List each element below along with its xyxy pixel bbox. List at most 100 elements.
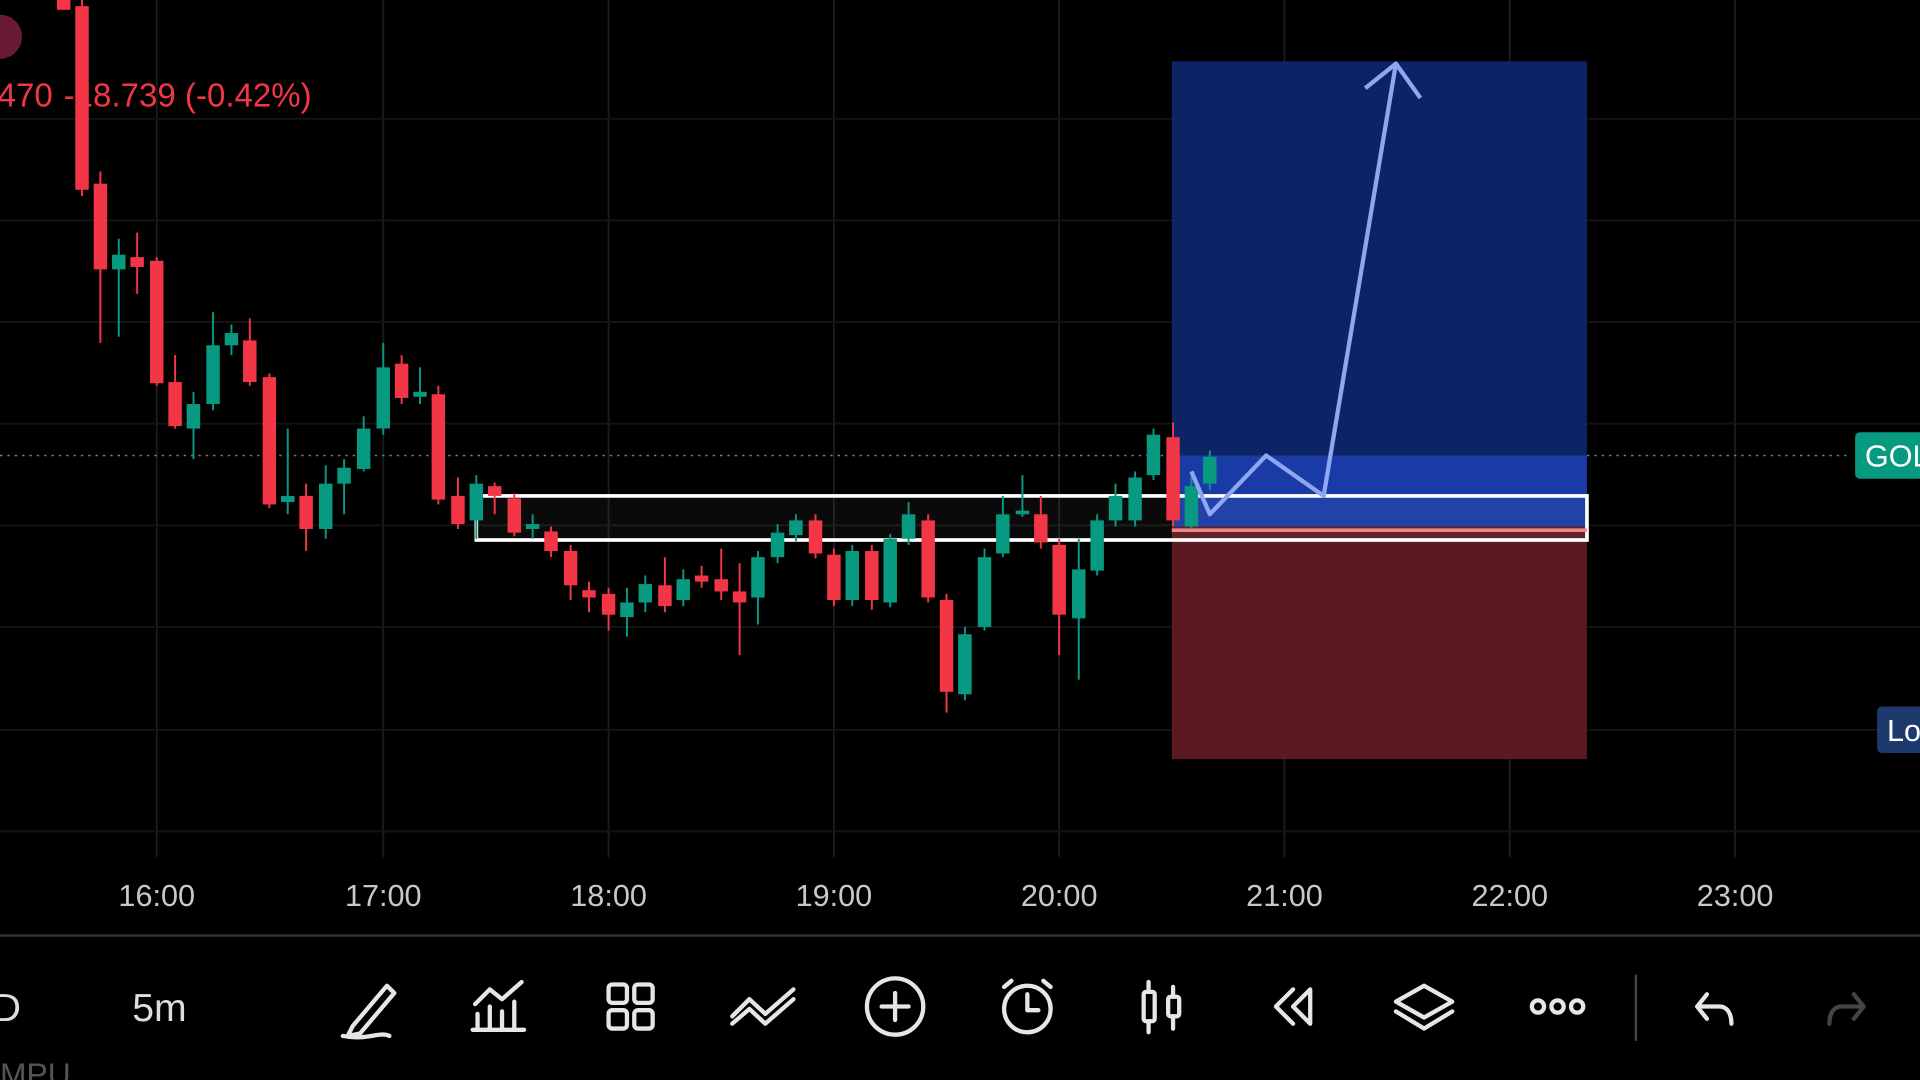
candle-body xyxy=(1128,477,1142,521)
undo[interactable] xyxy=(1695,992,1734,1026)
candle-body xyxy=(1166,437,1180,521)
candle-body xyxy=(977,557,992,627)
candle-body xyxy=(808,520,823,554)
time-label: 17:00 xyxy=(345,879,422,913)
candle-body xyxy=(394,363,409,398)
lower-tag-text: Lo xyxy=(1887,714,1920,748)
candle-body xyxy=(921,520,935,598)
candle-body xyxy=(1184,486,1199,527)
candle-body xyxy=(1015,510,1030,515)
candle-body xyxy=(243,340,257,383)
symbol-tag xyxy=(1855,432,1920,479)
candle-body xyxy=(827,554,841,600)
candle-body xyxy=(638,584,653,603)
candle-body xyxy=(694,575,709,582)
time-label: 21:00 xyxy=(1246,879,1323,913)
candle-body xyxy=(996,514,1010,554)
candle-body xyxy=(1203,456,1217,484)
candle-body xyxy=(582,590,596,598)
candle-body xyxy=(186,404,201,429)
bottom-text: MPU xyxy=(0,1056,71,1080)
candle-body xyxy=(1108,495,1123,521)
candle-body xyxy=(112,254,126,270)
layouts[interactable] xyxy=(606,982,655,1031)
time-label: 19:00 xyxy=(796,879,873,913)
add[interactable] xyxy=(864,976,926,1037)
candle-body xyxy=(75,6,89,190)
candle-body xyxy=(601,593,616,615)
candle-body xyxy=(56,0,71,10)
stop-zone xyxy=(1171,526,1587,760)
candle-body xyxy=(883,538,897,603)
candle-body xyxy=(431,394,446,500)
indicators[interactable] xyxy=(470,979,527,1032)
replay[interactable] xyxy=(1273,987,1313,1026)
interval-button[interactable]: 5m xyxy=(132,987,186,1030)
candle-body xyxy=(865,551,879,600)
candle-body xyxy=(262,377,277,505)
arrow-head xyxy=(1363,61,1423,100)
candle-body xyxy=(525,524,540,529)
alert[interactable] xyxy=(1001,978,1053,1035)
entry-zone xyxy=(1171,455,1587,527)
candle-body xyxy=(318,483,333,529)
toolbar-symbol[interactable]: D xyxy=(0,987,21,1030)
candles xyxy=(56,0,1217,713)
candle-body xyxy=(451,495,465,525)
candle-body xyxy=(1146,434,1161,476)
more[interactable] xyxy=(1529,998,1586,1015)
time-label: 20:00 xyxy=(1021,879,1098,913)
price-value: 470 xyxy=(0,78,53,115)
candle-body xyxy=(168,382,182,427)
candle-body xyxy=(150,260,164,384)
candle-body xyxy=(658,585,672,607)
candle-body xyxy=(1090,520,1104,571)
candle-body xyxy=(130,257,144,267)
candle-body xyxy=(376,367,390,429)
draw-tool[interactable] xyxy=(340,983,397,1040)
price-change: -18.739 (-0.42%) xyxy=(64,78,312,115)
candle-body xyxy=(732,591,747,603)
candle-body xyxy=(563,551,578,586)
candle-body xyxy=(281,495,295,503)
layers[interactable] xyxy=(1393,983,1455,1031)
candle-body xyxy=(337,467,351,484)
candle-body xyxy=(1034,514,1048,543)
grid xyxy=(0,0,1920,858)
candle-body xyxy=(789,520,803,536)
chart-type[interactable] xyxy=(1141,979,1182,1035)
candle-body xyxy=(620,602,634,618)
symbol-icon xyxy=(0,14,23,59)
time-label: 23:00 xyxy=(1697,879,1774,913)
candle-body xyxy=(901,514,916,539)
candle-body xyxy=(299,495,313,529)
redo[interactable] xyxy=(1827,992,1866,1026)
candle-body xyxy=(939,600,954,692)
candle-body xyxy=(770,532,785,558)
candle-body xyxy=(356,428,371,469)
candle-body xyxy=(1072,569,1086,619)
time-label: 22:00 xyxy=(1471,879,1548,913)
candle-body xyxy=(1052,544,1066,615)
symbol-tag-text: GOL xyxy=(1865,440,1920,474)
target-zone xyxy=(1171,61,1587,527)
candle-body xyxy=(224,333,239,346)
candle-body xyxy=(206,345,220,405)
lower-tag xyxy=(1877,706,1920,754)
candle-body xyxy=(676,579,690,600)
candle-body xyxy=(751,557,765,598)
patterns[interactable] xyxy=(730,987,796,1026)
candle-body xyxy=(544,531,558,552)
time-axis: 16:00 17:00 18:00 19:00 20:00 21:00 22:00 23:00 xyxy=(118,879,1773,913)
candle-body xyxy=(714,579,728,592)
candle-body xyxy=(487,486,502,496)
time-label: 18:00 xyxy=(570,879,647,913)
range-box xyxy=(474,494,1589,542)
candle-body xyxy=(958,634,972,695)
projection-arrow xyxy=(1189,63,1399,517)
candle-body xyxy=(413,391,427,397)
candle-body xyxy=(93,183,108,270)
time-label: 16:00 xyxy=(118,879,195,913)
